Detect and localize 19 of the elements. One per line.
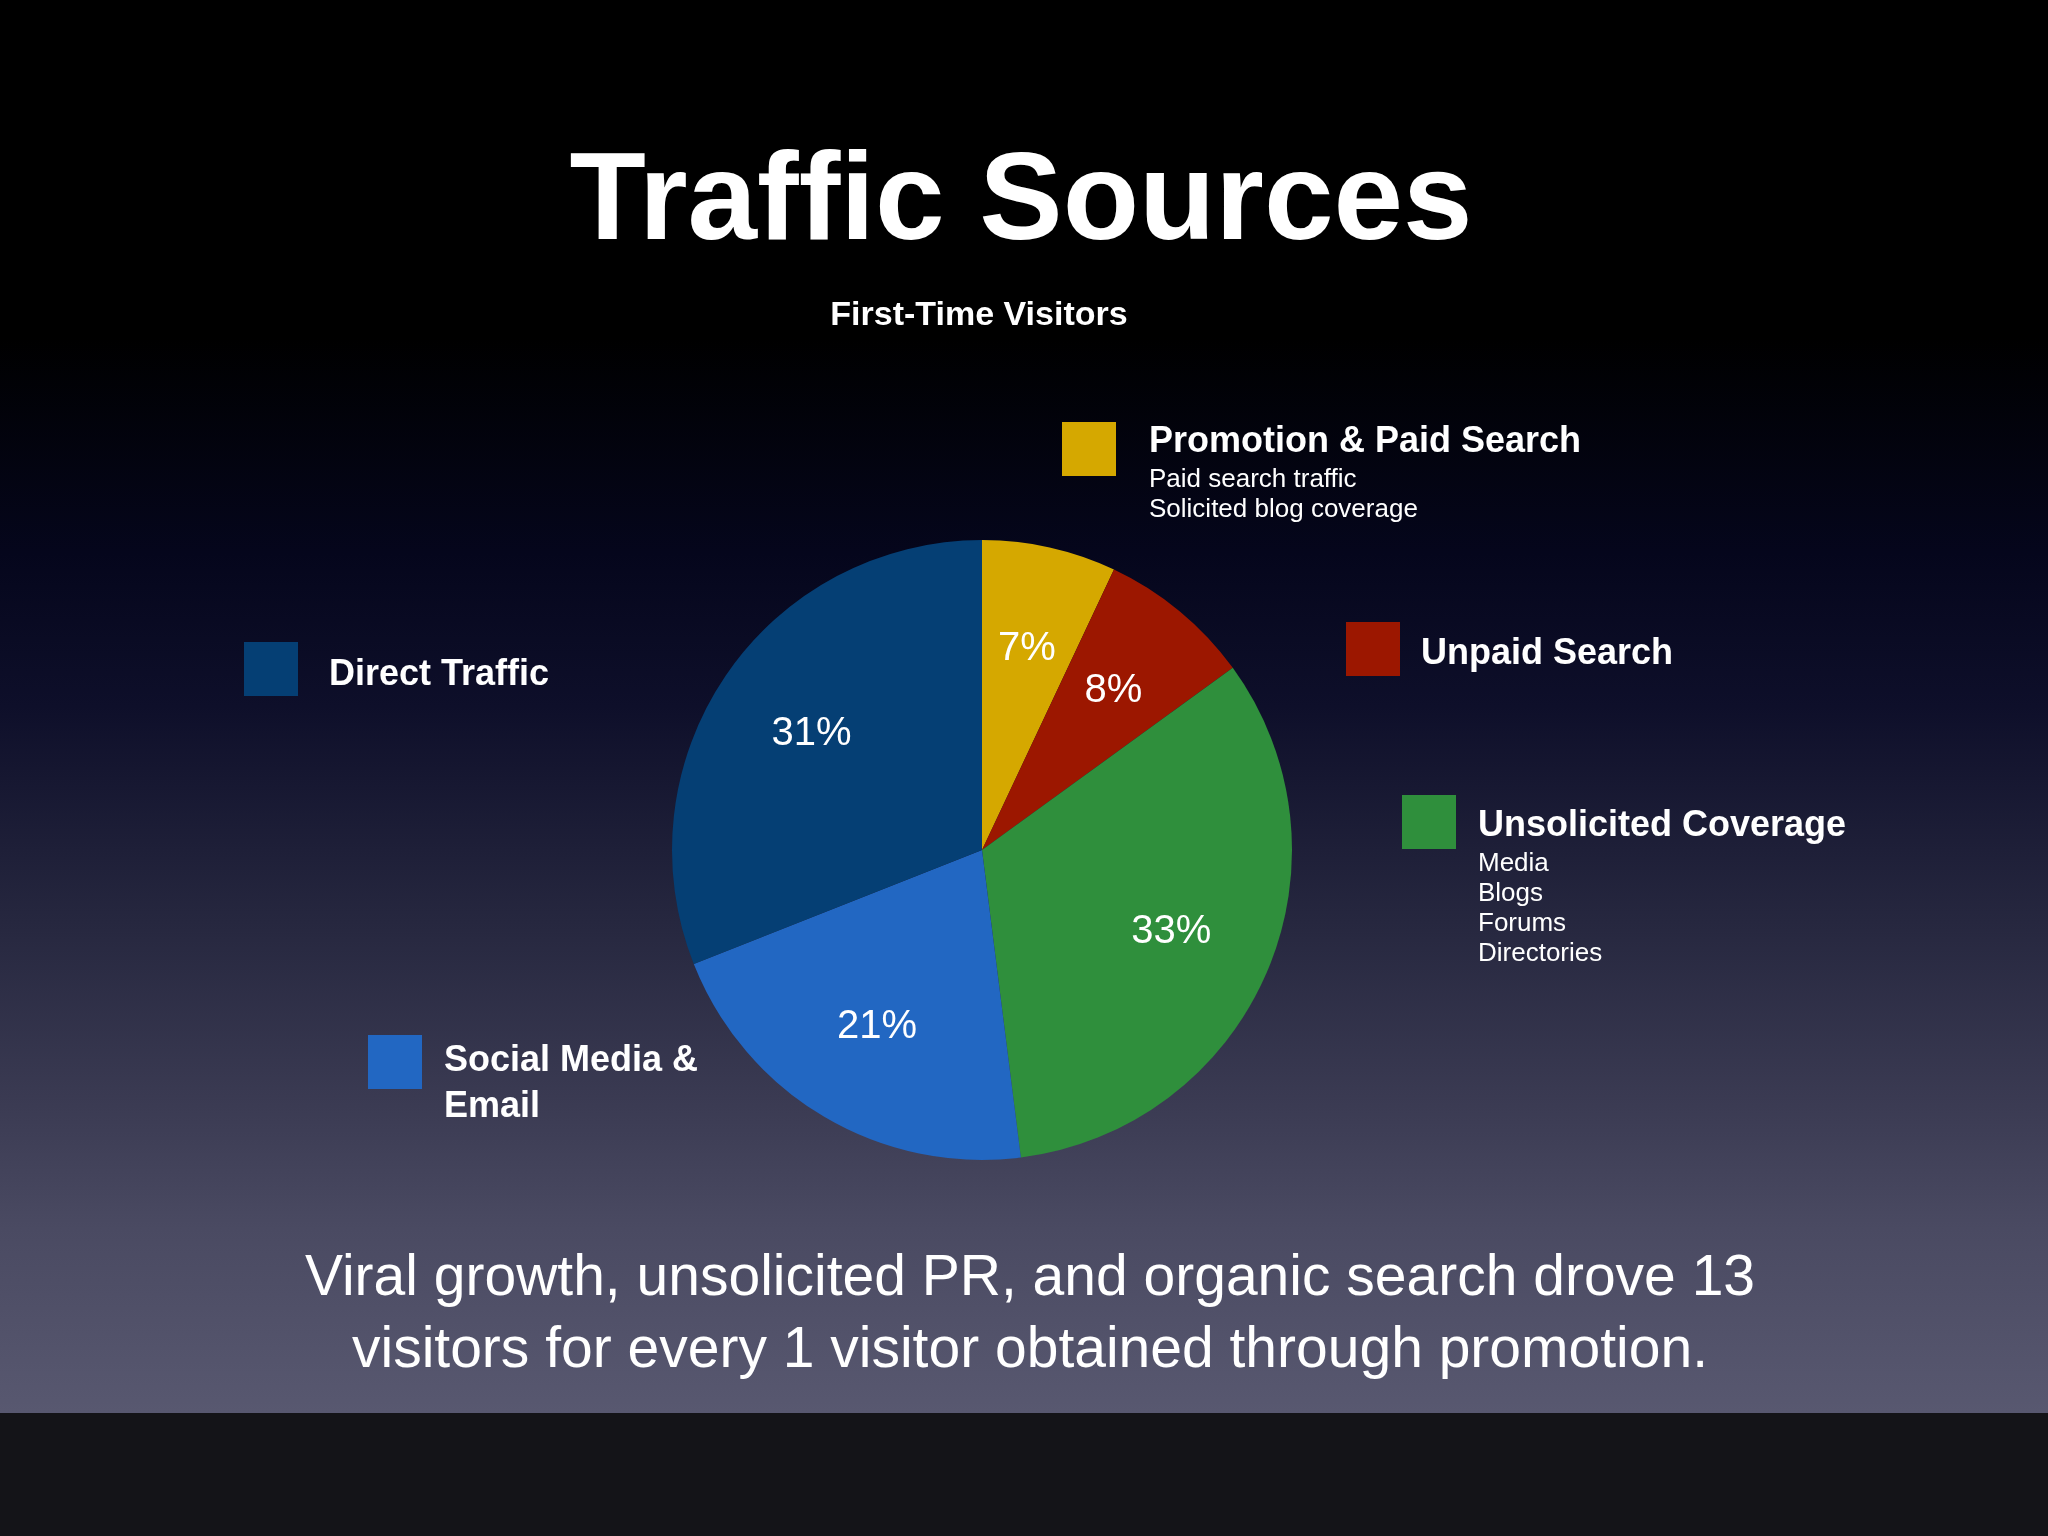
legend-label: Direct Traffic: [329, 651, 550, 695]
legend-label: Unsolicited Coverage: [1478, 802, 1847, 846]
legend-label: Unpaid Search: [1421, 630, 1674, 674]
text: Viral growth, unsolicited PR, and organic search drove 13 visitors for every 1 visitor obtained through promotion.: [303, 1242, 1757, 1381]
legend-label: Social Media & Email: [444, 1037, 700, 1127]
chart-title: Traffic Sources: [568, 126, 1474, 265]
text: Media: [1478, 847, 1549, 877]
data-label: 7%: [998, 623, 1056, 668]
text: Solicited blog coverage: [1149, 493, 1418, 523]
text: Directories: [1478, 937, 1603, 967]
data-label: 33%: [1131, 906, 1212, 951]
data-label: 8%: [1084, 666, 1143, 711]
data-label: 21%: [837, 1002, 918, 1047]
chart-subtitle: First-Time Visitors: [829, 294, 1129, 332]
data-label: 31%: [771, 709, 852, 754]
text: Forums: [1478, 907, 1567, 937]
legend-label: Promotion & Paid Search: [1149, 418, 1582, 462]
text: Paid search traffic: [1149, 463, 1357, 493]
text: Blogs: [1478, 877, 1544, 907]
